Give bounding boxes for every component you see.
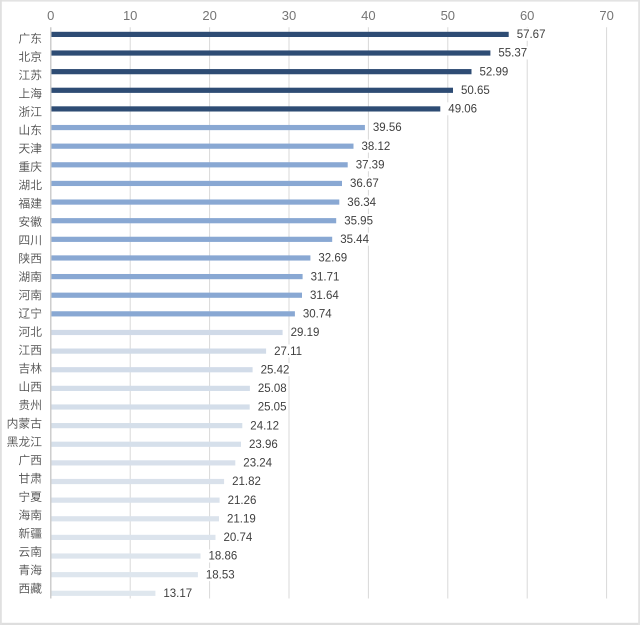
svg-text:50.65: 50.65 — [461, 85, 490, 97]
svg-text:49.06: 49.06 — [448, 104, 477, 116]
svg-text:25.42: 25.42 — [261, 364, 290, 376]
svg-text:31.64: 31.64 — [310, 290, 339, 302]
svg-text:70: 70 — [599, 8, 613, 23]
svg-text:35.95: 35.95 — [344, 215, 373, 227]
svg-text:29.19: 29.19 — [291, 327, 320, 339]
svg-text:23.96: 23.96 — [249, 439, 278, 451]
svg-text:40: 40 — [361, 8, 375, 23]
svg-text:10: 10 — [123, 8, 137, 23]
svg-text:36.34: 36.34 — [347, 197, 376, 209]
svg-text:57.67: 57.67 — [517, 29, 546, 41]
svg-text:20.74: 20.74 — [224, 532, 253, 544]
svg-text:21.19: 21.19 — [227, 513, 256, 525]
svg-text:31.71: 31.71 — [311, 271, 340, 283]
svg-text:55.37: 55.37 — [498, 48, 527, 60]
svg-text:35.44: 35.44 — [340, 234, 369, 246]
svg-text:21.26: 21.26 — [228, 495, 257, 507]
svg-text:18.86: 18.86 — [209, 551, 238, 563]
svg-text:30.74: 30.74 — [303, 309, 332, 321]
svg-text:36.67: 36.67 — [350, 178, 379, 190]
svg-text:25.08: 25.08 — [258, 383, 287, 395]
svg-text:13.17: 13.17 — [163, 588, 192, 600]
svg-text:37.39: 37.39 — [356, 160, 385, 172]
svg-text:60: 60 — [520, 8, 534, 23]
svg-text:18.53: 18.53 — [206, 569, 235, 581]
svg-text:20: 20 — [202, 8, 216, 23]
svg-text:23.24: 23.24 — [243, 458, 272, 470]
svg-text:0: 0 — [47, 8, 54, 23]
svg-text:25.05: 25.05 — [258, 402, 287, 414]
svg-text:24.12: 24.12 — [250, 420, 279, 432]
svg-text:52.99: 52.99 — [480, 66, 509, 78]
svg-text:32.69: 32.69 — [318, 253, 347, 265]
svg-text:21.82: 21.82 — [232, 476, 261, 488]
svg-text:38.12: 38.12 — [362, 141, 391, 153]
svg-text:50: 50 — [441, 8, 455, 23]
svg-text:30: 30 — [282, 8, 296, 23]
svg-text:39.56: 39.56 — [373, 122, 402, 134]
svg-text:27.11: 27.11 — [274, 346, 302, 358]
